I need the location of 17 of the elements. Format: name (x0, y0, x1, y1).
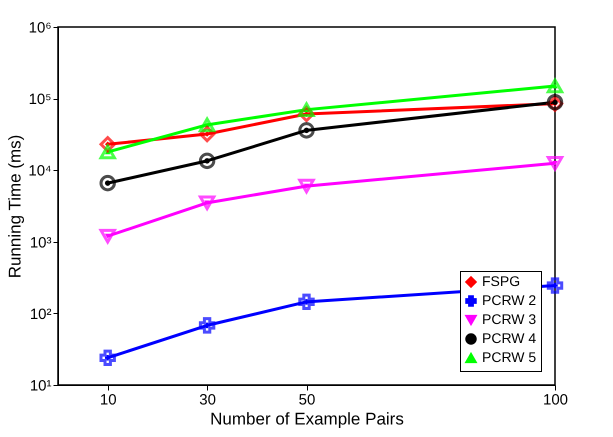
y-tick-label: 10³ (30, 234, 52, 252)
y-tick-label: 10⁵ (28, 91, 52, 108)
y-tick-label: 10⁶ (28, 20, 52, 36)
x-axis-title: Number of Example Pairs (210, 410, 404, 428)
legend-label: FSPG (482, 273, 520, 289)
y-tick-label: 10² (30, 306, 52, 323)
legend-label: PCRW 2 (482, 292, 536, 308)
x-tick-label: 30 (199, 392, 216, 408)
x-tick-label: 10 (100, 392, 117, 408)
y-tick-label: 10¹ (30, 378, 52, 394)
x-tick-label: 50 (298, 392, 316, 408)
y-tick-label: 10⁴ (28, 162, 52, 180)
x-tick-label: 100 (542, 392, 568, 408)
legend-label: PCRW 5 (482, 349, 536, 365)
y-axis-title: Running Time (ms) (5, 134, 24, 278)
legend-label: PCRW 3 (482, 311, 536, 327)
legend-label: PCRW 4 (482, 330, 536, 346)
